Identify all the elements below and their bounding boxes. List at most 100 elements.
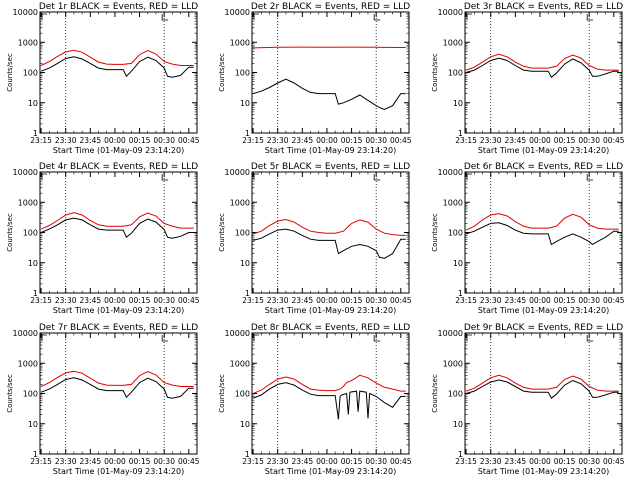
y-tick-label: 10 bbox=[28, 99, 38, 108]
chart-title: Det 1r BLACK = Events, RED = LLD bbox=[39, 2, 198, 12]
chart-panel-7: Det 7r BLACK = Events, RED = LLD 1 10 100 10… bbox=[6, 323, 200, 476]
x-tick-label: 23:30 bbox=[267, 136, 289, 145]
y-axis-label: Counts/sec bbox=[6, 374, 14, 413]
x-tick-label: 00:45 bbox=[390, 457, 412, 466]
x-tick-label: 00:45 bbox=[603, 296, 625, 305]
x-tick-label: 23:15 bbox=[455, 136, 477, 145]
x-tick-label: 23:45 bbox=[292, 296, 314, 305]
y-tick-label: 1 bbox=[33, 450, 38, 459]
x-tick-label: 23:15 bbox=[455, 457, 477, 466]
x-tick-label: 00:00 bbox=[104, 296, 126, 305]
x-tick-label: 00:30 bbox=[153, 136, 175, 145]
chart-panel-2: Det 2r BLACK = Events, RED = LLD 1 10 100 10… bbox=[218, 2, 412, 155]
x-tick-label: 23:15 bbox=[30, 136, 52, 145]
chart-panel-3: Det 3r BLACK = Events, RED = LLD 1 10 100 10… bbox=[431, 2, 625, 155]
y-axis-label: Counts/sec bbox=[431, 374, 439, 413]
range-bracket bbox=[466, 334, 472, 341]
series-black-line bbox=[465, 379, 619, 399]
x-tick-label: 00:00 bbox=[104, 136, 126, 145]
x-tick-label: 23:45 bbox=[80, 136, 102, 145]
x-tick-label: 00:45 bbox=[178, 136, 200, 145]
y-tick-label: 1 bbox=[245, 289, 250, 298]
plot-frame bbox=[251, 171, 410, 294]
plot-frame bbox=[251, 11, 410, 134]
chart-title: Det 5r BLACK = Events, RED = LLD bbox=[251, 162, 410, 172]
x-tick-label: 23:30 bbox=[267, 296, 289, 305]
chart-panel-4: Det 4r BLACK = Events, RED = LLD 1 10 100 10… bbox=[6, 162, 200, 315]
y-tick-label: 1000 bbox=[443, 359, 463, 368]
y-axis-label: Counts/sec bbox=[218, 53, 226, 92]
x-axis-label: Start Time (01-May-09 23:14:20) bbox=[478, 146, 609, 155]
y-axis-label: Counts/sec bbox=[218, 374, 226, 413]
chart-panel-6: Det 6r BLACK = Events, RED = LLD 1 10 100 10… bbox=[431, 162, 625, 315]
y-tick-label: 10000 bbox=[13, 8, 38, 17]
range-bracket bbox=[586, 335, 594, 342]
y-tick-label: 100 bbox=[235, 390, 250, 399]
chart-title: Det 8r BLACK = Events, RED = LLD bbox=[251, 323, 410, 333]
chart-panel-9: Det 9r BLACK = Events, RED = LLD 1 10 100 10… bbox=[431, 323, 625, 476]
x-tick-label: 23:45 bbox=[80, 457, 102, 466]
y-tick-label: 1 bbox=[458, 289, 463, 298]
x-tick-label: 23:30 bbox=[55, 296, 77, 305]
y-tick-label: 1000 bbox=[230, 198, 250, 207]
x-tick-label: 23:45 bbox=[505, 136, 527, 145]
y-tick-label: 10 bbox=[453, 259, 463, 268]
x-tick-label: 00:30 bbox=[578, 457, 600, 466]
range-bracket bbox=[161, 174, 169, 181]
x-tick-label: 00:30 bbox=[153, 457, 175, 466]
y-tick-label: 10000 bbox=[13, 168, 38, 177]
x-tick-label: 23:45 bbox=[505, 457, 527, 466]
x-tick-label: 23:45 bbox=[505, 296, 527, 305]
plot-frame bbox=[464, 11, 623, 134]
series-red-line bbox=[465, 53, 619, 71]
chart-title: Det 9r BLACK = Events, RED = LLD bbox=[464, 323, 623, 333]
y-tick-label: 10000 bbox=[438, 8, 463, 17]
y-tick-label: 10000 bbox=[13, 329, 38, 338]
x-tick-label: 23:15 bbox=[242, 457, 264, 466]
range-bracket bbox=[253, 173, 259, 180]
y-tick-label: 10 bbox=[240, 259, 250, 268]
y-tick-label: 100 bbox=[448, 229, 463, 238]
y-tick-label: 10 bbox=[453, 99, 463, 108]
x-tick-label: 23:30 bbox=[267, 457, 289, 466]
x-tick-label: 00:45 bbox=[390, 136, 412, 145]
series-red-line bbox=[465, 374, 619, 392]
series-black-line bbox=[40, 377, 194, 399]
y-tick-label: 10000 bbox=[225, 329, 250, 338]
y-tick-label: 1000 bbox=[18, 198, 38, 207]
x-axis-label: Start Time (01-May-09 23:14:20) bbox=[265, 306, 396, 315]
x-tick-label: 00:45 bbox=[603, 457, 625, 466]
chart-panel-5: Det 5r BLACK = Events, RED = LLD 1 10 100 10… bbox=[218, 162, 412, 315]
y-tick-label: 10 bbox=[453, 420, 463, 429]
x-tick-label: 00:30 bbox=[365, 296, 387, 305]
y-tick-label: 100 bbox=[23, 390, 38, 399]
plot-frame bbox=[39, 11, 198, 134]
x-axis-label: Start Time (01-May-09 23:14:20) bbox=[265, 146, 396, 155]
range-bracket bbox=[373, 174, 381, 181]
x-tick-label: 23:15 bbox=[455, 296, 477, 305]
series-black-line bbox=[252, 228, 406, 259]
range-bracket bbox=[586, 14, 594, 21]
y-tick-label: 100 bbox=[23, 229, 38, 238]
x-tick-label: 00:30 bbox=[578, 296, 600, 305]
y-axis-label: Counts/sec bbox=[6, 213, 14, 252]
chart-title: Det 4r BLACK = Events, RED = LLD bbox=[39, 162, 198, 172]
x-tick-label: 00:15 bbox=[341, 136, 363, 145]
series-black-line bbox=[252, 78, 406, 111]
plot-frame bbox=[464, 332, 623, 455]
x-axis-label: Start Time (01-May-09 23:14:20) bbox=[53, 146, 184, 155]
plot-frame bbox=[251, 332, 410, 455]
x-tick-label: 00:00 bbox=[529, 136, 551, 145]
x-axis-label: Start Time (01-May-09 23:14:20) bbox=[53, 467, 184, 476]
y-tick-label: 1000 bbox=[18, 38, 38, 47]
x-tick-label: 00:45 bbox=[390, 296, 412, 305]
x-tick-label: 23:30 bbox=[480, 296, 502, 305]
x-tick-label: 00:30 bbox=[153, 296, 175, 305]
range-bracket bbox=[41, 13, 47, 20]
y-tick-label: 1 bbox=[33, 129, 38, 138]
y-tick-label: 1000 bbox=[230, 38, 250, 47]
x-axis-label: Start Time (01-May-09 23:14:20) bbox=[478, 467, 609, 476]
x-tick-label: 00:45 bbox=[178, 296, 200, 305]
y-axis-label: Counts/sec bbox=[218, 213, 226, 252]
